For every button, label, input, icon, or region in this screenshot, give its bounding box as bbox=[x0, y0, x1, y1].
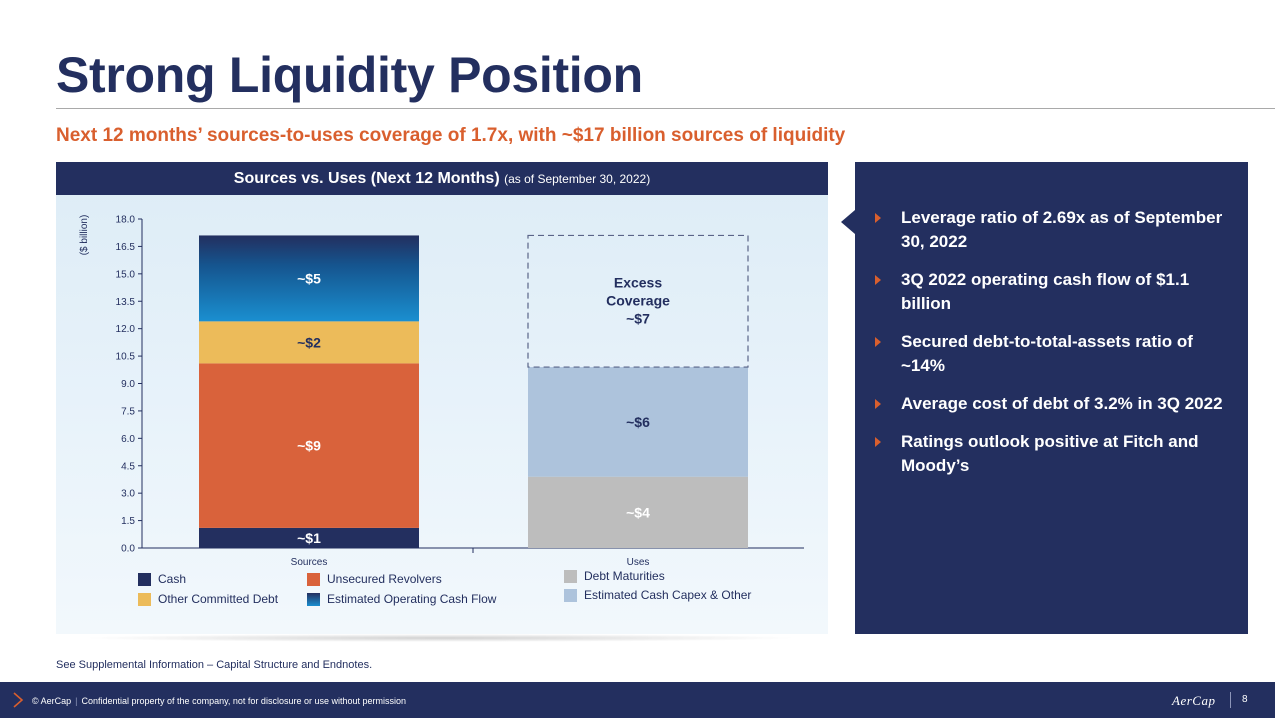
confidential-notice: Confidential property of the company, no… bbox=[81, 696, 407, 706]
x-tick-label: Uses bbox=[627, 557, 650, 568]
legend-label: Debt Maturities bbox=[584, 569, 665, 583]
footer-divider bbox=[1230, 692, 1231, 708]
info-panel-pointer bbox=[841, 210, 855, 234]
company-logo: AerCap bbox=[1172, 693, 1216, 708]
highlight-item: Leverage ratio of 2.69x as of September … bbox=[873, 206, 1223, 254]
legend-item: Other Committed Debt bbox=[138, 592, 278, 606]
highlight-text: Leverage ratio of 2.69x as of September … bbox=[901, 208, 1223, 251]
page-subtitle: Next 12 months’ sources-to-uses coverage… bbox=[56, 125, 846, 146]
excess-coverage-label: Coverage bbox=[606, 292, 670, 308]
legend-swatch bbox=[564, 588, 577, 602]
highlights-list: Leverage ratio of 2.69x as of September … bbox=[873, 206, 1223, 492]
page-title: Strong Liquidity Position bbox=[56, 47, 643, 103]
title-divider bbox=[56, 108, 1275, 109]
page-number: 8 bbox=[1242, 694, 1248, 705]
highlight-item: Ratings outlook positive at Fitch and Mo… bbox=[873, 430, 1223, 478]
legend-item: Estimated Cash Capex & Other bbox=[564, 588, 751, 602]
legend-item: Cash bbox=[138, 572, 186, 586]
y-tick-label: 10.5 bbox=[116, 352, 136, 363]
legend-label: Other Committed Debt bbox=[158, 592, 279, 606]
bar-data-label: ~$1 bbox=[297, 530, 321, 546]
y-tick-label: 6.0 bbox=[121, 434, 135, 445]
highlight-text: 3Q 2022 operating cash flow of $1.1 bill… bbox=[901, 270, 1190, 313]
y-tick-label: 7.5 bbox=[121, 406, 135, 417]
bullet-arrow-icon bbox=[875, 437, 881, 447]
chart-panel: 0.0 1.5 3.0 4.5 6.0 7.5 9.0 10.5 12.0 13.5 15.0 16.… bbox=[56, 162, 828, 634]
y-tick-label: 13.5 bbox=[116, 297, 136, 308]
legend-swatch bbox=[307, 572, 320, 586]
copyright-text: © AerCap bbox=[32, 696, 72, 706]
legend-item: Unsecured Revolvers bbox=[307, 572, 442, 586]
legend-label: Cash bbox=[158, 572, 187, 586]
y-tick-label: 0.0 bbox=[121, 544, 135, 555]
y-tick-label: 9.0 bbox=[121, 379, 135, 390]
bullet-arrow-icon bbox=[875, 213, 881, 223]
legend-swatch bbox=[307, 592, 320, 606]
legend-item: Estimated Operating Cash Flow bbox=[307, 592, 496, 606]
bar-cash bbox=[199, 527, 419, 548]
highlights-panel: Leverage ratio of 2.69x as of September … bbox=[855, 162, 1248, 634]
footer-separator: | bbox=[75, 696, 78, 706]
y-tick-label: 3.0 bbox=[121, 489, 135, 500]
y-tick-label: 18.0 bbox=[116, 215, 136, 226]
legend-label: Estimated Cash Capex & Other bbox=[584, 588, 752, 602]
legend-label: Unsecured Revolvers bbox=[327, 572, 442, 586]
excess-coverage-label: Excess bbox=[614, 274, 662, 290]
highlight-text: Secured debt-to-total-assets ratio of ~1… bbox=[901, 332, 1193, 375]
legend-swatch bbox=[138, 572, 151, 586]
excess-coverage-label: ~$7 bbox=[626, 310, 650, 326]
highlight-text: Average cost of debt of 3.2% in 3Q 2022 bbox=[901, 394, 1223, 413]
bullet-arrow-icon bbox=[875, 399, 881, 409]
bar-data-label: ~$2 bbox=[297, 334, 321, 350]
chart-date-note: (as of September 30, 2022) bbox=[504, 172, 651, 186]
x-tick-label: Sources bbox=[291, 557, 328, 568]
bar-data-label: ~$4 bbox=[626, 504, 650, 520]
bar-estimated-cash-capex-other bbox=[528, 367, 748, 477]
sources-uses-chart: 0.0 1.5 3.0 4.5 6.0 7.5 9.0 10.5 12.0 13.5 15.0 16.… bbox=[79, 215, 804, 568]
highlight-item: Secured debt-to-total-assets ratio of ~1… bbox=[873, 330, 1223, 378]
y-tick-label: 12.0 bbox=[116, 324, 136, 335]
y-tick-label: 15.0 bbox=[116, 269, 136, 280]
footer-legal: © AerCap | Confidential property of the co… bbox=[32, 696, 406, 706]
bar-other-committed-debt bbox=[199, 321, 419, 364]
panel-shadow bbox=[80, 634, 800, 642]
y-tick-label: 16.5 bbox=[116, 242, 136, 253]
legend-label: Estimated Operating Cash Flow bbox=[327, 592, 497, 606]
highlight-item: Average cost of debt of 3.2% in 3Q 2022 bbox=[873, 392, 1223, 416]
bar-estimated-operating-cash-flow bbox=[199, 235, 419, 322]
bar-data-label: ~$6 bbox=[626, 414, 650, 430]
legend-swatch bbox=[564, 569, 577, 583]
bar-unsecured-revolvers bbox=[199, 363, 419, 528]
footnote: See Supplemental Information – Capital S… bbox=[56, 659, 373, 671]
legend-swatch bbox=[138, 592, 151, 606]
bullet-arrow-icon bbox=[875, 337, 881, 347]
bullet-arrow-icon bbox=[875, 275, 881, 285]
bar-debt-maturities bbox=[528, 476, 748, 548]
excess-coverage-box bbox=[527, 234, 749, 368]
y-tick-label: 1.5 bbox=[121, 516, 135, 527]
footer-bar: © AerCap | Confidential property of the co… bbox=[0, 682, 1275, 718]
chart-panel-header: Sources vs. Uses (Next 12 Months) (as of… bbox=[56, 162, 828, 195]
chevron-right-icon bbox=[13, 692, 24, 708]
chart-title: Sources vs. Uses (Next 12 Months) bbox=[233, 170, 500, 187]
legend-item: Debt Maturities bbox=[564, 569, 665, 583]
bar-data-label: ~$9 bbox=[297, 438, 321, 454]
highlight-text: Ratings outlook positive at Fitch and Mo… bbox=[901, 432, 1199, 475]
y-tick-label: 4.5 bbox=[121, 461, 135, 472]
bar-data-label: ~$5 bbox=[297, 270, 321, 286]
highlight-item: 3Q 2022 operating cash flow of $1.1 bill… bbox=[873, 268, 1223, 316]
y-axis-label: ($ billion) bbox=[79, 215, 90, 256]
